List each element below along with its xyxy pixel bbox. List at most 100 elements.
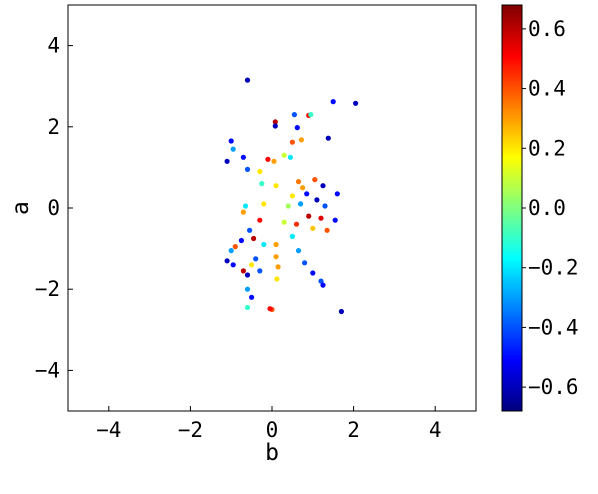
colorbar-strip (502, 281, 522, 283)
colorbar-strip (502, 366, 522, 368)
colorbar-strip (502, 148, 522, 150)
scatter-point (310, 270, 316, 276)
colorbar-strip (502, 49, 522, 51)
colorbar-strip (502, 404, 522, 406)
colorbar-strip (502, 231, 522, 233)
colorbar-strip (502, 117, 522, 119)
colorbar-strip (502, 296, 522, 298)
colorbar-strip (502, 230, 522, 232)
colorbar-strip (502, 251, 522, 253)
colorbar-strip (502, 395, 522, 397)
colorbar-strip (502, 318, 522, 320)
colorbar-strip (502, 331, 522, 333)
colorbar-strip (502, 286, 522, 288)
colorbar-strip (502, 324, 522, 326)
colorbar-strip (502, 131, 522, 133)
colorbar-strip (502, 159, 522, 161)
scatter-point (273, 183, 279, 189)
colorbar-strip (502, 186, 522, 188)
colorbar-strip (502, 77, 522, 79)
colorbar-strip (502, 65, 522, 67)
colorbar-strip (502, 403, 522, 405)
colorbar-strip (502, 25, 522, 27)
scatter-point (293, 221, 300, 227)
scatter-point (251, 235, 257, 242)
colorbar-strip (502, 111, 522, 113)
colorbar-strip (502, 250, 522, 252)
colorbar-strip (502, 15, 522, 17)
colorbar-strip (502, 297, 522, 299)
colorbar-strip (502, 94, 522, 96)
scatter-point (240, 209, 246, 215)
colorbar-strip (502, 279, 522, 281)
colorbar-strip (502, 261, 522, 263)
colorbar-strip (502, 235, 522, 237)
colorbar-strip (502, 207, 522, 209)
colorbar-strip (502, 6, 522, 8)
scatter-point (310, 225, 316, 231)
colorbar-strip (502, 382, 522, 384)
scatter-point (322, 203, 328, 209)
colorbar-strip (502, 300, 522, 302)
colorbar-strip (502, 26, 522, 28)
colorbar-strip (502, 96, 522, 98)
scatter-point (302, 260, 308, 266)
colorbar-strip (502, 105, 522, 107)
colorbar-strip (502, 355, 522, 357)
colorbar-strip (502, 63, 522, 65)
x-tick-label: 4 (429, 418, 442, 442)
colorbar-strip (502, 93, 522, 95)
y-tick-label: 0 (47, 196, 60, 220)
colorbar-strip (502, 272, 522, 274)
colorbar-strip (502, 121, 522, 123)
colorbar-strip (502, 132, 522, 134)
scatter-point (281, 152, 287, 158)
colorbar-strip (502, 22, 522, 24)
colorbar-strip (502, 30, 522, 32)
colorbar-strip (502, 342, 522, 344)
scatter-point (325, 135, 331, 141)
colorbar-strip (502, 332, 522, 334)
colorbar-strip (502, 223, 522, 225)
colorbar-strip (502, 10, 522, 12)
colorbar-strip (502, 79, 522, 81)
colorbar-strip (502, 188, 522, 190)
colorbar-strip (502, 204, 522, 206)
colorbar-strip (502, 115, 522, 117)
colorbar-strip (502, 33, 522, 35)
colorbar-strip (502, 225, 522, 227)
colorbar-strip (502, 333, 522, 335)
colorbar-strip (502, 407, 522, 409)
colorbar-strip (502, 215, 522, 217)
scatter-point (332, 217, 338, 223)
colorbar-strip (502, 311, 522, 313)
colorbar-strip (502, 293, 522, 295)
scatter-point (253, 256, 259, 262)
colorbar-strip (502, 47, 522, 49)
colorbar-strip (502, 374, 522, 376)
colorbar-strip (502, 208, 522, 210)
scatter-point (298, 201, 304, 207)
colorbar-strip (502, 320, 522, 322)
colorbar-strip (502, 194, 522, 196)
colorbar-strip (502, 237, 522, 239)
colorbar-strip (502, 302, 522, 304)
colorbar-strip (502, 113, 522, 115)
colorbar-strip (502, 70, 522, 72)
colorbar-strip (502, 409, 522, 411)
colorbar-strip (502, 360, 522, 362)
colorbar-strip (502, 162, 522, 164)
colorbar-strip (502, 309, 522, 311)
scatter-point (244, 286, 251, 292)
colorbar-strip (502, 339, 522, 341)
colorbar-strip (502, 43, 522, 45)
scatter-point (224, 258, 230, 264)
colorbar-strip (502, 213, 522, 215)
colorbar-strip (502, 282, 522, 284)
colorbar-strip (502, 305, 522, 307)
colorbar-strip (502, 100, 522, 102)
colorbar-tick-label: 0.4 (528, 77, 566, 101)
colorbar-strip (502, 326, 522, 328)
colorbar-strip (502, 257, 522, 259)
